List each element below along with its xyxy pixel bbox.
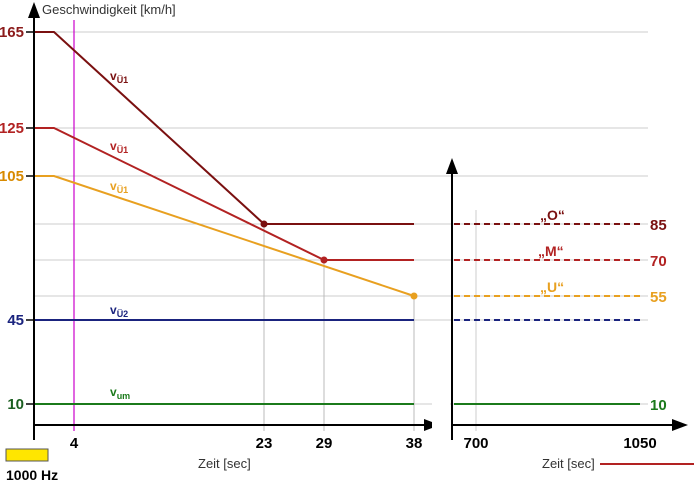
knee-point-o — [260, 220, 268, 228]
right-x-axis-title: Zeit [sec] — [542, 456, 595, 471]
x-tick-label: 23 — [256, 435, 273, 452]
series-label-u2: vÜ2 — [110, 303, 128, 319]
right-y-axis-arrow-icon — [446, 158, 458, 174]
right-value-m: 70 — [650, 253, 667, 270]
y-tick-label: 105 — [0, 168, 24, 185]
knee-point-m — [320, 256, 328, 264]
right-x-axis-arrow-icon — [672, 419, 688, 431]
series-line-o — [34, 31, 414, 225]
axes — [28, 2, 688, 450]
series-group: vÜ1 „O“ 85 vÜ1 „M“ 70 vÜ1 „U“ 55 vÜ2 vum 10 — [34, 31, 667, 414]
axis-break-gap — [432, 400, 450, 450]
series-label-m: vÜ1 — [110, 139, 128, 155]
series-line-u — [34, 175, 415, 297]
x-axis-title: Zeit [sec] — [198, 456, 251, 471]
x-tick-label-right: 1050 — [623, 435, 656, 452]
zone-label-m: „M“ — [538, 243, 564, 259]
series-label-o: vÜ1 — [110, 69, 128, 85]
x-tick-label-right: 700 — [463, 435, 488, 452]
y-tick-label: 165 — [0, 24, 24, 41]
series-label-u: vÜ1 — [110, 179, 128, 195]
freq-indicator-box — [5, 448, 49, 462]
series-label-sub-um: um — [117, 391, 131, 401]
freq-label: 1000 Hz — [6, 467, 58, 483]
y-tick-label: 45 — [7, 312, 24, 329]
y-axis-title: Geschwindigkeit [km/h] — [42, 2, 176, 17]
y-axis-arrow-icon — [28, 2, 40, 18]
x-tick-label: 38 — [406, 435, 423, 452]
x-tick-label: 4 — [70, 435, 79, 452]
y-tick-label: 10 — [7, 396, 24, 413]
series-label-sub-o: Ü1 — [117, 75, 129, 85]
right-value-um: 10 — [650, 397, 667, 414]
series-label-sub-m: Ü1 — [117, 145, 129, 155]
y-tick-label: 125 — [0, 120, 24, 137]
series-label-sub-u: Ü1 — [117, 185, 129, 195]
x-tick-label: 29 — [316, 435, 333, 452]
zone-label-u: „U“ — [540, 279, 564, 295]
series-label-um: vum — [110, 385, 130, 401]
right-value-u: 55 — [650, 289, 667, 306]
series-label-sub-u2: Ü2 — [117, 309, 129, 319]
right-value-o: 85 — [650, 217, 667, 234]
zone-label-o: „O“ — [540, 207, 565, 223]
series-line-m — [34, 127, 414, 261]
knee-point-u — [410, 292, 418, 300]
